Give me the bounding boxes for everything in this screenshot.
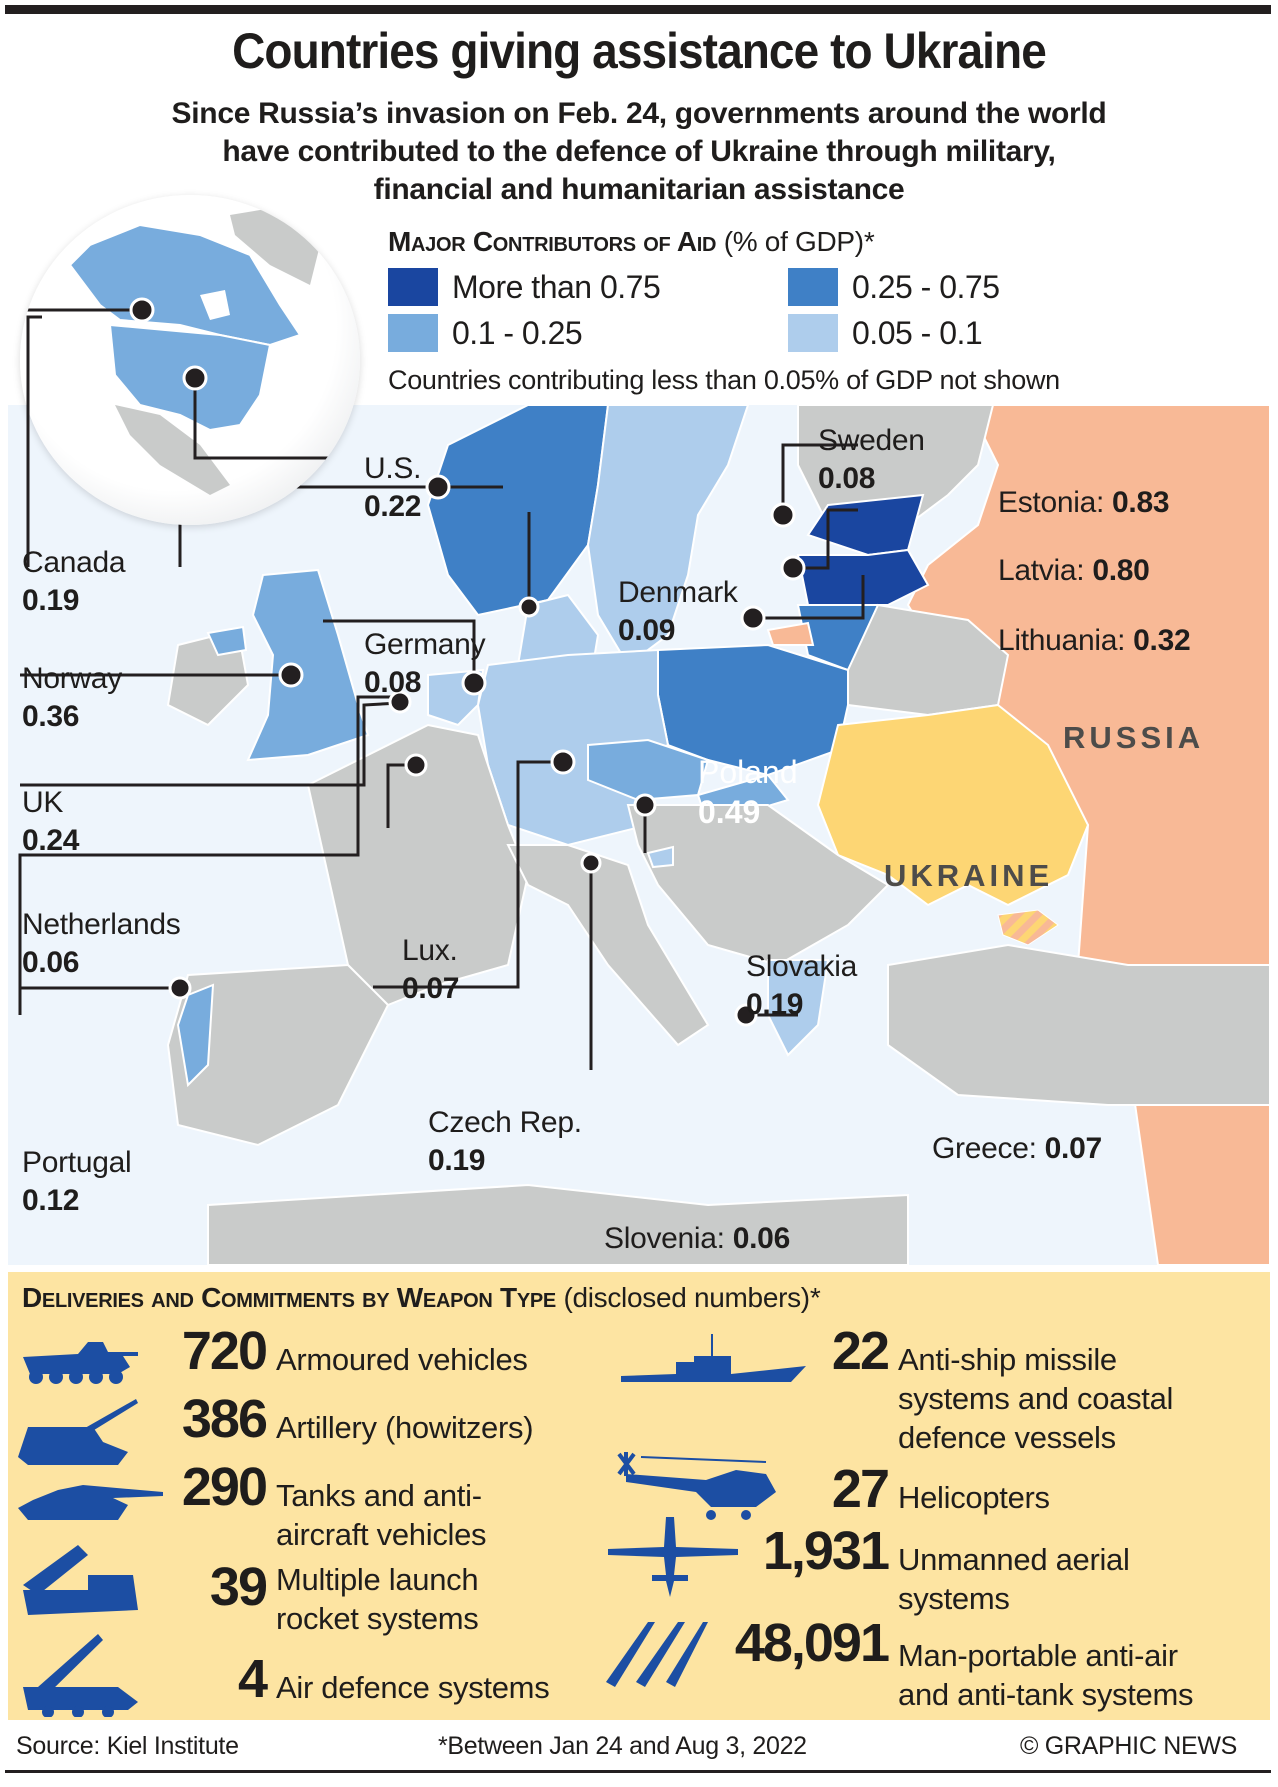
label-sweden: Sweden 0.08 (818, 424, 925, 495)
count-mlrs: 39 (209, 1557, 268, 1617)
count-armoured-vehicles: 720 (181, 1321, 268, 1381)
label-germany: Germany 0.08 (364, 628, 486, 699)
label-slovakia: Slovakia 0.19 (746, 950, 857, 1021)
north-america-globe-inset (20, 195, 360, 525)
legend-title: Major Contributors of Aid (% of GDP)* (388, 226, 875, 257)
legend-item-gt-075: More than 0.75 (388, 268, 661, 306)
label-lithuania: Lithuania: 0.32 (998, 624, 1191, 657)
europe-map (8, 405, 1270, 1265)
label-latvia: Latvia: 0.80 (998, 554, 1150, 587)
swatch (388, 314, 438, 352)
howitzer-icon (18, 1399, 138, 1465)
legend-item-025-075: 0.25 - 0.75 (788, 268, 1000, 306)
tank-icon (18, 1485, 163, 1520)
legend-note: Countries contributing less than 0.05% o… (388, 365, 1060, 395)
helicopter-icon (617, 1452, 776, 1520)
label-uav: Unmanned aerial systems (898, 1542, 1130, 1616)
label-uk: UK 0.24 (22, 786, 80, 857)
label-us: U.S. 0.22 (364, 452, 422, 523)
label-norway: Norway 0.36 (22, 662, 122, 733)
label-luxembourg: Lux. 0.07 (402, 934, 460, 1005)
subtitle: Since Russia’s invasion on Feb. 24, gove… (171, 97, 1107, 206)
label-portugal: Portugal 0.12 (22, 1146, 132, 1217)
bottom-rule (5, 1770, 1271, 1773)
air-defence-icon (23, 1634, 138, 1717)
label-tanks: Tanks and anti- aircraft vehicles (276, 1478, 487, 1552)
label-poland: Poland 0.49 (698, 754, 798, 830)
count-air-defence: 4 (237, 1649, 268, 1709)
page-title: Countries giving assistance to Ukraine (232, 23, 1047, 79)
count-helicopters: 27 (831, 1459, 890, 1519)
legend-item-005-01: 0.05 - 0.1 (788, 314, 983, 352)
label-russia: RUSSIA (1063, 720, 1205, 755)
count-anti-ship: 22 (831, 1321, 890, 1381)
legend-item-01-025: 0.1 - 0.25 (388, 314, 583, 352)
count-manpads: 48,091 (734, 1613, 890, 1673)
weapons-title: Deliveries and Commitments by Weapon Typ… (22, 1282, 821, 1313)
drone-icon (608, 1517, 738, 1597)
label-armoured-vehicles: Armoured vehicles (276, 1342, 528, 1377)
label-artillery: Artillery (howitzers) (276, 1410, 534, 1445)
label-denmark: Denmark 0.09 (618, 576, 738, 647)
label-slovenia: Slovenia: 0.06 (604, 1222, 790, 1255)
footnote-text: *Between Jan 24 and Aug 3, 2022 (438, 1732, 807, 1760)
label-canada: Canada 0.19 (22, 546, 126, 617)
label-helicopters: Helicopters (898, 1480, 1050, 1515)
credit-text: © GRAPHIC NEWS (1020, 1732, 1238, 1760)
count-uav: 1,931 (762, 1521, 890, 1581)
count-tanks: 290 (181, 1457, 268, 1517)
swatch (788, 268, 838, 306)
label-anti-ship: Anti-ship missile systems and coastal de… (898, 1342, 1174, 1455)
swatch (788, 314, 838, 352)
label-ukraine: UKRAINE (884, 858, 1054, 893)
label-netherlands: Netherlands 0.06 (22, 908, 181, 979)
top-rule (5, 5, 1271, 14)
weapons-panel: Deliveries and Commitments by Weapon Typ… (8, 1272, 1270, 1720)
label-greece: Greece: 0.07 (932, 1132, 1102, 1165)
label-czech-rep: Czech Rep. 0.19 (428, 1106, 582, 1177)
count-artillery: 386 (181, 1389, 268, 1449)
label-manpads: Man-portable anti-air and anti-tank syst… (898, 1638, 1194, 1712)
missiles-icon (606, 1622, 708, 1687)
warship-icon (621, 1334, 806, 1382)
label-air-defence: Air defence systems (276, 1670, 550, 1705)
armoured-vehicle-icon (23, 1342, 138, 1384)
rocket-launcher-icon (23, 1545, 138, 1615)
map-shapes (18, 405, 1270, 1265)
swatch (388, 268, 438, 306)
source-text: Source: Kiel Institute (16, 1732, 239, 1760)
label-estonia: Estonia: 0.83 (998, 486, 1170, 519)
label-mlrs: Multiple launch rocket systems (276, 1562, 479, 1636)
